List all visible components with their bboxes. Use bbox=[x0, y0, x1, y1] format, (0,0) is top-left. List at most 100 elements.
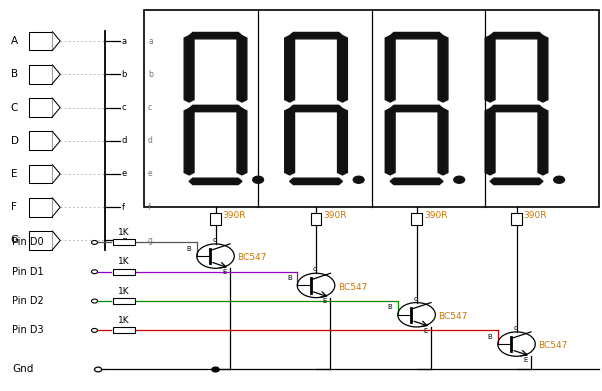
Polygon shape bbox=[538, 109, 548, 175]
Text: F: F bbox=[11, 202, 17, 212]
Polygon shape bbox=[385, 36, 395, 102]
Text: 1K: 1K bbox=[118, 228, 130, 237]
Text: a: a bbox=[148, 36, 153, 46]
Polygon shape bbox=[438, 109, 448, 175]
Text: C: C bbox=[11, 102, 18, 113]
Polygon shape bbox=[189, 32, 242, 39]
Polygon shape bbox=[438, 36, 448, 102]
Bar bbox=[113, 269, 135, 274]
Polygon shape bbox=[237, 109, 247, 175]
Bar bbox=[113, 328, 135, 333]
Bar bbox=[511, 213, 522, 225]
Polygon shape bbox=[290, 32, 343, 39]
Text: d: d bbox=[148, 136, 153, 145]
Polygon shape bbox=[490, 32, 543, 39]
Text: Pin D0: Pin D0 bbox=[12, 237, 44, 248]
Bar bbox=[29, 165, 52, 183]
Polygon shape bbox=[52, 98, 60, 117]
Polygon shape bbox=[52, 165, 60, 183]
Text: B: B bbox=[11, 69, 18, 79]
Text: D: D bbox=[11, 136, 19, 146]
Text: d: d bbox=[122, 136, 127, 145]
Polygon shape bbox=[538, 36, 548, 102]
Text: B: B bbox=[388, 304, 393, 310]
Polygon shape bbox=[52, 65, 60, 84]
Text: BC547: BC547 bbox=[538, 341, 568, 350]
Text: c: c bbox=[122, 103, 126, 112]
Polygon shape bbox=[390, 32, 443, 39]
Text: G: G bbox=[11, 235, 19, 246]
Text: g: g bbox=[148, 236, 153, 245]
Text: a: a bbox=[122, 36, 127, 46]
Bar bbox=[29, 198, 52, 217]
Text: b: b bbox=[148, 70, 153, 79]
Bar bbox=[29, 131, 52, 150]
Text: BC547: BC547 bbox=[438, 312, 468, 321]
Circle shape bbox=[212, 367, 219, 372]
Text: A: A bbox=[11, 36, 18, 46]
Text: E: E bbox=[523, 357, 527, 363]
Bar bbox=[113, 239, 135, 246]
Polygon shape bbox=[490, 178, 543, 185]
Text: c: c bbox=[413, 296, 417, 302]
Text: e: e bbox=[148, 169, 153, 179]
Text: 1K: 1K bbox=[118, 287, 130, 296]
Text: 1K: 1K bbox=[118, 257, 130, 267]
Bar bbox=[29, 231, 52, 250]
Circle shape bbox=[253, 176, 264, 183]
Text: Gnd: Gnd bbox=[12, 364, 34, 375]
Polygon shape bbox=[338, 36, 347, 102]
Polygon shape bbox=[485, 36, 495, 102]
Text: c: c bbox=[513, 325, 517, 331]
Text: Pin D3: Pin D3 bbox=[12, 325, 44, 335]
Text: BC547: BC547 bbox=[338, 283, 367, 292]
Polygon shape bbox=[285, 109, 294, 175]
Polygon shape bbox=[390, 178, 443, 185]
Text: f: f bbox=[122, 203, 125, 212]
Bar bbox=[311, 213, 321, 225]
Text: B: B bbox=[187, 246, 191, 251]
Text: g: g bbox=[122, 236, 127, 245]
Text: Pin D1: Pin D1 bbox=[12, 267, 44, 277]
Text: c: c bbox=[212, 237, 216, 243]
Text: BC547: BC547 bbox=[237, 253, 267, 262]
Text: b: b bbox=[122, 70, 127, 79]
Polygon shape bbox=[189, 178, 242, 185]
Text: c: c bbox=[312, 267, 317, 273]
Bar bbox=[29, 65, 52, 84]
Text: c: c bbox=[148, 103, 152, 112]
Text: 390R: 390R bbox=[524, 210, 547, 220]
Text: 390R: 390R bbox=[223, 210, 246, 220]
Text: E: E bbox=[323, 298, 327, 304]
Text: Pin D2: Pin D2 bbox=[12, 296, 44, 306]
Polygon shape bbox=[490, 105, 543, 112]
Text: 390R: 390R bbox=[424, 210, 447, 220]
Bar bbox=[113, 298, 135, 304]
Text: E: E bbox=[222, 269, 226, 275]
Text: 1K: 1K bbox=[118, 316, 130, 325]
Polygon shape bbox=[285, 36, 294, 102]
Polygon shape bbox=[52, 198, 60, 217]
Circle shape bbox=[554, 176, 565, 183]
Bar bbox=[210, 213, 221, 225]
Polygon shape bbox=[390, 105, 443, 112]
Polygon shape bbox=[52, 131, 60, 150]
Polygon shape bbox=[237, 36, 247, 102]
Text: E: E bbox=[11, 169, 17, 179]
Bar bbox=[411, 213, 422, 225]
Text: B: B bbox=[287, 275, 292, 281]
Polygon shape bbox=[385, 109, 395, 175]
Text: 390R: 390R bbox=[323, 210, 347, 220]
Polygon shape bbox=[338, 109, 347, 175]
Bar bbox=[29, 98, 52, 117]
Polygon shape bbox=[189, 105, 242, 112]
Text: f: f bbox=[148, 203, 151, 212]
Polygon shape bbox=[184, 36, 194, 102]
Polygon shape bbox=[52, 32, 60, 50]
Polygon shape bbox=[184, 109, 194, 175]
Circle shape bbox=[454, 176, 465, 183]
Circle shape bbox=[353, 176, 364, 183]
Polygon shape bbox=[290, 105, 343, 112]
Bar bbox=[29, 32, 52, 50]
Text: e: e bbox=[122, 169, 127, 179]
